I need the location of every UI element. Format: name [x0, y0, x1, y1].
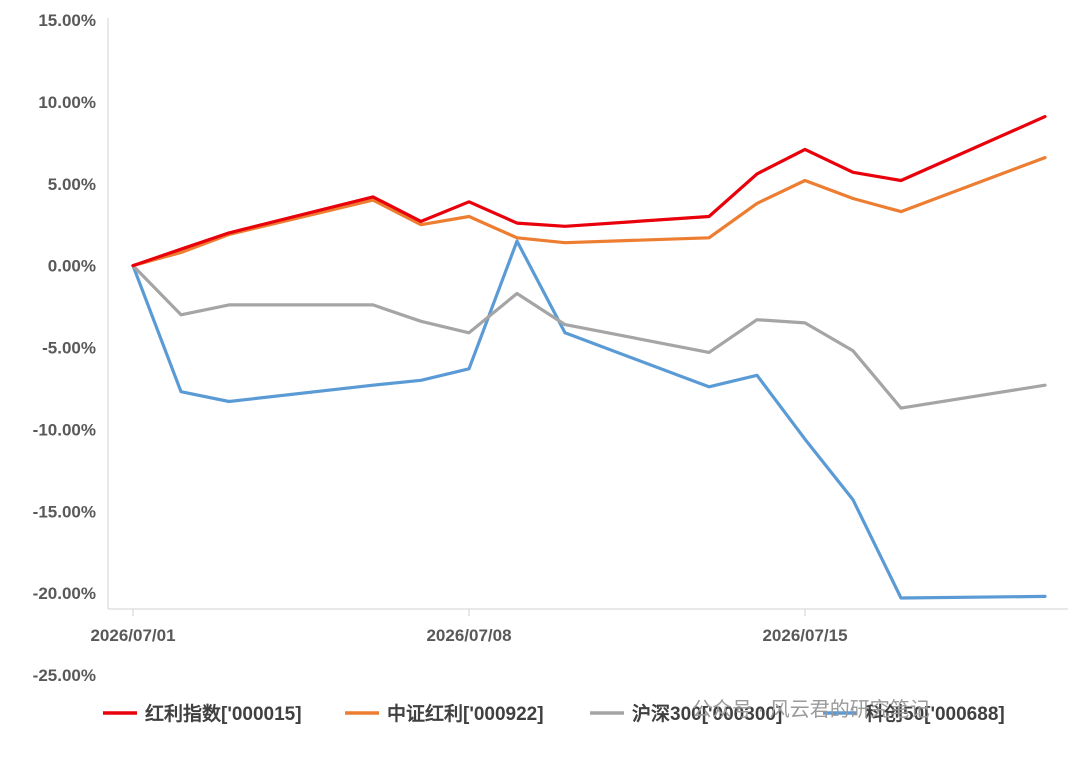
legend-label-2: 沪深300['000300]: [632, 702, 782, 725]
watermark-text: 公众号 · 风云君的研究笔记: [692, 698, 930, 721]
y-tick-label: -15.00%: [33, 502, 96, 521]
legend: 红利指数['000015] 中证红利['000922] 沪深300['000300]…: [103, 702, 1005, 725]
legend-label-0: 红利指数['000015]: [145, 702, 302, 725]
y-tick-label: -25.00%: [33, 666, 96, 685]
axes-layer: [107, 18, 1068, 616]
x-tick-label: 2026/07/01: [90, 626, 175, 645]
y-tick-label: 5.00%: [48, 175, 96, 194]
tick-labels: 2026/07/01 2026/07/08 2026/07/15 15.00% 10.0…: [33, 11, 848, 685]
series-line-1: [131, 156, 1047, 268]
legend-label-3: 科创50['000688]: [865, 702, 1005, 725]
x-tick-label: 2026/07/08: [426, 626, 511, 645]
legend-label-1: 中证红利['000922]: [387, 702, 544, 725]
y-tick-label: 15.00%: [38, 11, 96, 30]
y-tick-label: -5.00%: [42, 339, 96, 358]
y-tick-label: -20.00%: [33, 584, 96, 603]
series-line-3: [131, 239, 1047, 600]
y-tick-label: -10.00%: [33, 420, 96, 439]
series-line-0: [131, 114, 1047, 268]
x-tick-label: 2026/07/15: [762, 626, 847, 645]
y-tick-label: 10.00%: [38, 93, 96, 112]
y-tick-label: 0.00%: [48, 257, 96, 276]
series-line-2: [131, 264, 1047, 410]
series-lines: [131, 114, 1047, 600]
